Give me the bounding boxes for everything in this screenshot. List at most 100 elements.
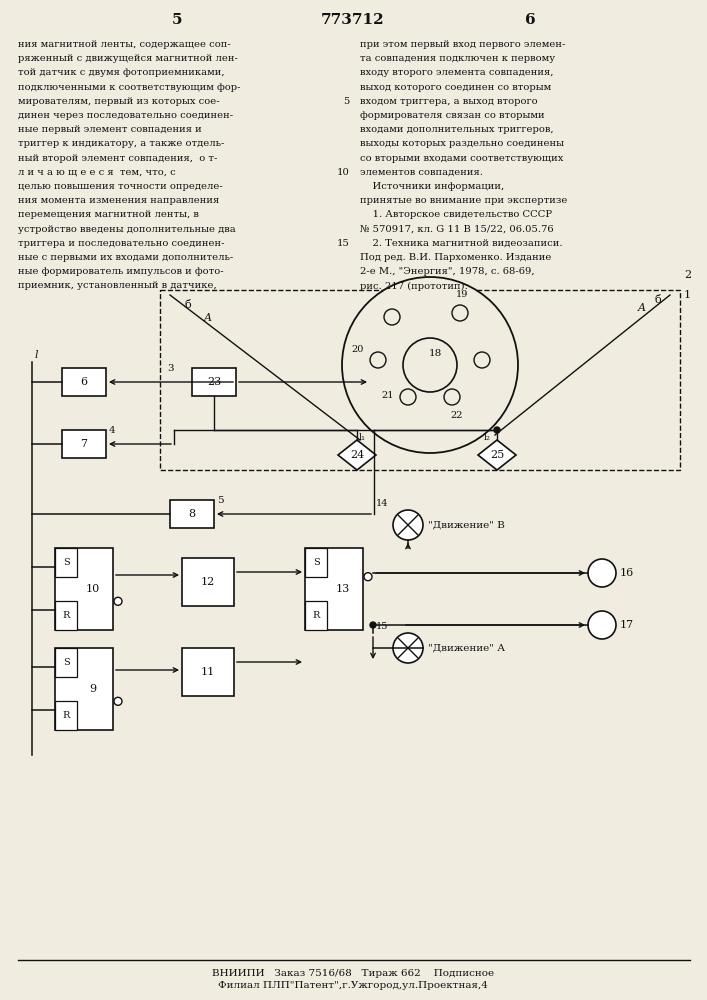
Text: Источники информации,: Источники информации,	[360, 182, 504, 191]
Text: формирователя связан со вторыми: формирователя связан со вторыми	[360, 111, 544, 120]
Text: 1: 1	[684, 290, 691, 300]
Text: 13: 13	[336, 584, 350, 594]
Text: ный второй элемент совпадения,  о т-: ный второй элемент совпадения, о т-	[18, 154, 217, 163]
Bar	[305, 548, 327, 577]
Text: входами дополнительных триггеров,: входами дополнительных триггеров,	[360, 125, 554, 134]
Text: входу второго элемента совпадения,: входу второго элемента совпадения,	[360, 68, 554, 77]
Circle shape	[393, 510, 423, 540]
Text: при этом первый вход первого элемен-: при этом первый вход первого элемен-	[360, 40, 566, 49]
Text: триггера и последовательно соединен-: триггера и последовательно соединен-	[18, 239, 225, 248]
Bar	[62, 368, 106, 396]
Text: 24: 24	[350, 450, 364, 460]
Text: 5: 5	[172, 13, 182, 27]
Text: S: S	[63, 658, 69, 667]
Text: A: A	[204, 313, 212, 323]
Bar	[55, 701, 77, 730]
Text: R: R	[62, 611, 70, 620]
Text: 20: 20	[351, 346, 364, 355]
Text: элементов совпадения.: элементов совпадения.	[360, 168, 483, 177]
Text: 9: 9	[89, 684, 96, 694]
Text: 21: 21	[382, 390, 394, 399]
Text: l: l	[35, 350, 38, 360]
Circle shape	[403, 338, 457, 392]
Text: устройство введены дополнительные два: устройство введены дополнительные два	[18, 225, 235, 234]
Polygon shape	[478, 440, 516, 470]
Text: л и ч а ю щ е е с я  тем, что, с: л и ч а ю щ е е с я тем, что, с	[18, 168, 176, 177]
Text: l₁: l₁	[358, 432, 366, 442]
Bar	[55, 648, 113, 730]
Circle shape	[384, 309, 400, 325]
Circle shape	[114, 697, 122, 705]
Text: 2-е М., "Энергия", 1978, с. 68-69,: 2-е М., "Энергия", 1978, с. 68-69,	[360, 267, 534, 276]
Circle shape	[342, 277, 518, 453]
Text: 7: 7	[81, 439, 88, 449]
Text: подключенными к соответствующим фор-: подключенными к соответствующим фор-	[18, 83, 240, 92]
Text: Филиал ПЛП"Патент",г.Ужгород,ул.Проектная,4: Филиал ПЛП"Патент",г.Ужгород,ул.Проектна…	[218, 982, 488, 990]
Bar	[170, 500, 214, 528]
Text: та совпадения подключен к первому: та совпадения подключен к первому	[360, 54, 555, 63]
Text: 10: 10	[86, 584, 100, 594]
Polygon shape	[338, 440, 376, 470]
Circle shape	[400, 389, 416, 405]
Text: 8: 8	[189, 509, 196, 519]
Text: S: S	[63, 558, 69, 567]
Bar	[182, 558, 234, 606]
Text: 25: 25	[490, 450, 504, 460]
Circle shape	[452, 305, 468, 321]
Text: 1. Авторское свидетельство СССР: 1. Авторское свидетельство СССР	[360, 210, 552, 219]
Text: l₂: l₂	[484, 432, 491, 442]
Text: ния момента изменения направления: ния момента изменения направления	[18, 196, 219, 205]
Text: 15: 15	[375, 622, 388, 631]
Text: 19: 19	[456, 290, 468, 299]
Text: 18: 18	[428, 349, 442, 358]
Text: динен через последовательно соединен-: динен через последовательно соединен-	[18, 111, 233, 120]
Text: 10: 10	[337, 168, 350, 177]
Text: A: A	[638, 303, 646, 313]
Text: 17: 17	[620, 620, 634, 630]
Text: 4: 4	[109, 426, 116, 435]
Circle shape	[588, 559, 616, 587]
Bar	[55, 601, 77, 630]
Bar	[62, 430, 106, 458]
Text: 14: 14	[375, 499, 388, 508]
Text: 22: 22	[451, 411, 463, 420]
Text: приемник, установленный в датчике,: приемник, установленный в датчике,	[18, 281, 217, 290]
Text: R: R	[312, 611, 320, 620]
Circle shape	[370, 622, 376, 628]
Bar	[305, 548, 363, 630]
Circle shape	[364, 573, 372, 581]
Circle shape	[494, 427, 500, 433]
Bar	[182, 648, 234, 696]
Text: 6: 6	[525, 13, 535, 27]
Text: рис. 217 (прототип).: рис. 217 (прототип).	[360, 281, 468, 291]
Text: 5: 5	[344, 97, 350, 106]
Bar	[55, 648, 77, 677]
Text: перемещения магнитной ленты, в: перемещения магнитной ленты, в	[18, 210, 199, 219]
Circle shape	[370, 352, 386, 368]
Text: ния магнитной ленты, содержащее соп-: ния магнитной ленты, содержащее соп-	[18, 40, 230, 49]
Text: R: R	[62, 711, 70, 720]
Text: той датчик с двумя фотоприемниками,: той датчик с двумя фотоприемниками,	[18, 68, 225, 77]
Text: целью повышения точности определе-: целью повышения точности определе-	[18, 182, 223, 191]
Text: 15: 15	[337, 239, 350, 248]
Text: S: S	[312, 558, 320, 567]
Text: Под ред. В.И. Пархоменко. Издание: Под ред. В.И. Пархоменко. Издание	[360, 253, 551, 262]
Circle shape	[114, 597, 122, 605]
Text: 2: 2	[684, 270, 691, 280]
Text: триггер к индикатору, а также отдель-: триггер к индикатору, а также отдель-	[18, 139, 224, 148]
Text: 23: 23	[207, 377, 221, 387]
Text: выход которого соединен со вторым: выход которого соединен со вторым	[360, 83, 551, 92]
Text: ряженный с движущейся магнитной лен-: ряженный с движущейся магнитной лен-	[18, 54, 238, 63]
Text: выходы которых раздельно соединены: выходы которых раздельно соединены	[360, 139, 564, 148]
Circle shape	[393, 633, 423, 663]
Text: 773712: 773712	[321, 13, 385, 27]
Text: 12: 12	[201, 577, 215, 587]
Bar	[192, 368, 236, 396]
Text: 2. Техника магнитной видеозаписи.: 2. Техника магнитной видеозаписи.	[360, 239, 563, 248]
Text: б: б	[185, 300, 192, 310]
Circle shape	[474, 352, 490, 368]
Text: ные формирователь импульсов и фото-: ные формирователь импульсов и фото-	[18, 267, 223, 276]
Text: ные с первыми их входами дополнитель-: ные с первыми их входами дополнитель-	[18, 253, 233, 262]
Text: ВНИИПИ   Заказ 7516/68   Тираж 662    Подписное: ВНИИПИ Заказ 7516/68 Тираж 662 Подписное	[212, 968, 494, 978]
Text: 3: 3	[168, 364, 175, 373]
